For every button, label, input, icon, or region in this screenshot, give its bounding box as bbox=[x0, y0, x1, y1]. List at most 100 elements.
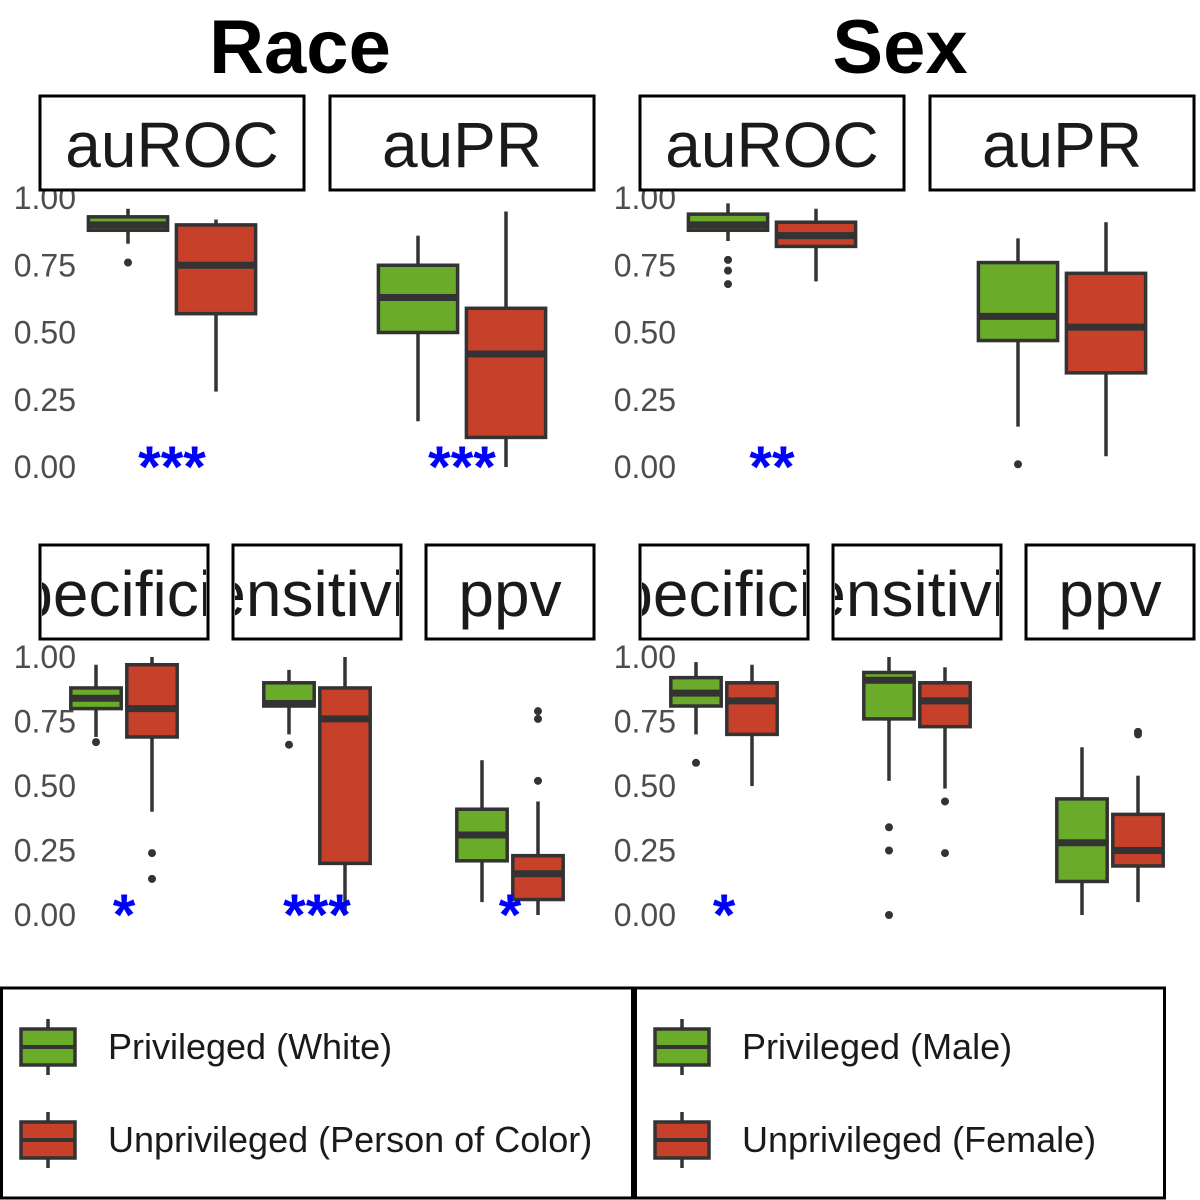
panel-specificity: specificity * bbox=[585, 543, 862, 948]
strip-label: ppv bbox=[1058, 558, 1161, 630]
strip-label: auPR bbox=[382, 109, 542, 181]
strip-box bbox=[328, 94, 596, 192]
box-privileged bbox=[686, 203, 770, 289]
y-tick-label: 0.00 bbox=[14, 897, 76, 933]
outlier-point bbox=[148, 849, 156, 858]
y-tick-label: 0.25 bbox=[14, 833, 76, 869]
strip-label: specificity bbox=[0, 558, 263, 630]
panel-auROC: auROC ** bbox=[638, 94, 906, 500]
y-tick-label: 0.75 bbox=[614, 247, 676, 283]
y-tick-label: 1.00 bbox=[14, 639, 76, 675]
box-unprivileged bbox=[774, 208, 858, 282]
box-privileged bbox=[862, 657, 916, 919]
legend-race: Privileged (White) Unprivileged (Person o… bbox=[0, 986, 634, 1200]
facet-group-race: Race 0.00 0.25 0.50 0.75 1.00 auROC *** auPR *** 0… bbox=[0, 5, 596, 948]
significance-label: * bbox=[499, 883, 522, 948]
legend-item-unprivileged: Unprivileged (Female) bbox=[653, 1112, 1096, 1168]
y-tick-label: 0.25 bbox=[614, 833, 676, 869]
outlier-point bbox=[1014, 460, 1022, 469]
y-tick-label: 0.50 bbox=[614, 315, 676, 351]
outlier-point bbox=[724, 266, 732, 275]
outlier-point bbox=[885, 823, 893, 832]
box-unprivileged bbox=[511, 707, 565, 915]
box-body bbox=[918, 681, 972, 729]
significance-label: * bbox=[713, 883, 736, 948]
panel-sensitivity: sensitivity bbox=[831, 543, 1003, 919]
outlier-point bbox=[885, 846, 893, 855]
box-body bbox=[464, 306, 548, 440]
strip-label: specificity bbox=[585, 558, 862, 630]
box-privileged bbox=[455, 760, 509, 903]
significance-label: *** bbox=[428, 435, 496, 500]
panel-auROC: auROC *** bbox=[38, 94, 306, 500]
box-unprivileged bbox=[464, 211, 548, 467]
panel-ppv: ppv bbox=[1024, 543, 1196, 915]
panel-ppv: ppv * bbox=[424, 543, 596, 948]
y-tick-label: 0.50 bbox=[614, 768, 676, 804]
y-tick-label: 0.50 bbox=[14, 768, 76, 804]
panel-auPR: auPR *** bbox=[328, 94, 596, 500]
strip-label: ppv bbox=[458, 558, 561, 630]
box-body bbox=[125, 662, 179, 739]
significance-label: * bbox=[113, 883, 136, 948]
group-title: Race bbox=[209, 5, 391, 90]
strip-box bbox=[831, 543, 1003, 641]
legend-area: Privileged (White) Unprivileged (Person o… bbox=[0, 986, 1166, 1200]
strip-box bbox=[231, 543, 403, 641]
outlier-point bbox=[124, 258, 132, 267]
y-tick-label: 0.50 bbox=[14, 315, 76, 351]
outlier-point bbox=[692, 758, 700, 767]
y-tick-label: 0.00 bbox=[614, 449, 676, 485]
box-privileged bbox=[376, 235, 460, 422]
strip-box bbox=[1024, 543, 1196, 641]
legend-label: Unprivileged (Person of Color) bbox=[108, 1119, 592, 1160]
y-tick-label: 1.00 bbox=[614, 639, 676, 675]
outlier-point bbox=[941, 849, 949, 858]
box-body bbox=[1111, 812, 1165, 868]
box-unprivileged bbox=[125, 657, 179, 883]
strip-box bbox=[638, 543, 810, 641]
outlier-point bbox=[92, 738, 100, 747]
outlier-point bbox=[724, 255, 732, 264]
legend-item-privileged: Privileged (White) bbox=[19, 1019, 392, 1075]
y-tick-label: 0.75 bbox=[14, 247, 76, 283]
box-unprivileged bbox=[318, 657, 372, 915]
box-privileged bbox=[69, 664, 123, 747]
y-tick-label: 0.25 bbox=[614, 382, 676, 418]
y-tick-label: 0.00 bbox=[614, 897, 676, 933]
y-tick-label: 0.25 bbox=[14, 382, 76, 418]
outlier-point bbox=[724, 280, 732, 289]
legend-frame bbox=[634, 986, 1166, 1200]
plot-area: Race0.000.250.500.751.00auROC***auPR***0… bbox=[0, 5, 1196, 948]
box-body bbox=[1064, 271, 1148, 375]
box-privileged bbox=[1055, 747, 1109, 915]
box-body bbox=[318, 686, 372, 866]
y-tick-label: 0.00 bbox=[14, 449, 76, 485]
outlier-point bbox=[534, 776, 542, 785]
panel-auPR: auPR bbox=[928, 94, 1196, 469]
significance-label: ** bbox=[749, 435, 795, 500]
panel-specificity: specificity * bbox=[0, 543, 263, 948]
legend-label: Unprivileged (Female) bbox=[742, 1119, 1096, 1160]
box-body bbox=[725, 681, 779, 737]
y-tick-label: 0.75 bbox=[614, 704, 676, 740]
legend-item-unprivileged: Unprivileged (Person of Color) bbox=[19, 1112, 592, 1168]
strip-box bbox=[38, 543, 210, 641]
outlier-point bbox=[534, 707, 542, 716]
outlier-point bbox=[285, 740, 293, 749]
strip-label: auROC bbox=[665, 109, 878, 181]
legend-label: Privileged (White) bbox=[108, 1026, 392, 1067]
box-body bbox=[976, 260, 1060, 343]
strip-label: sensitivity bbox=[178, 558, 455, 630]
strip-box bbox=[38, 94, 306, 192]
box-privileged bbox=[976, 238, 1060, 469]
box-body bbox=[174, 223, 258, 316]
facet-group-sex: Sex 0.00 0.25 0.50 0.75 1.00 auROC ** auPR 0.00 0.… bbox=[585, 5, 1196, 948]
strip-label: auPR bbox=[982, 109, 1142, 181]
legend-label: Privileged (Male) bbox=[742, 1026, 1012, 1067]
box-unprivileged bbox=[725, 664, 779, 786]
box-privileged bbox=[86, 208, 170, 267]
strip-label: auROC bbox=[65, 109, 278, 181]
significance-label: *** bbox=[283, 883, 351, 948]
box-unprivileged bbox=[174, 219, 258, 392]
